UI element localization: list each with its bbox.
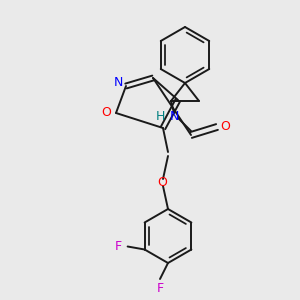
Text: O: O — [101, 106, 111, 119]
Text: O: O — [220, 121, 230, 134]
Text: N: N — [113, 76, 123, 88]
Text: O: O — [157, 176, 167, 188]
Text: H: H — [155, 110, 165, 122]
Text: F: F — [115, 240, 122, 253]
Text: F: F — [156, 281, 164, 295]
Text: N: N — [169, 110, 179, 122]
